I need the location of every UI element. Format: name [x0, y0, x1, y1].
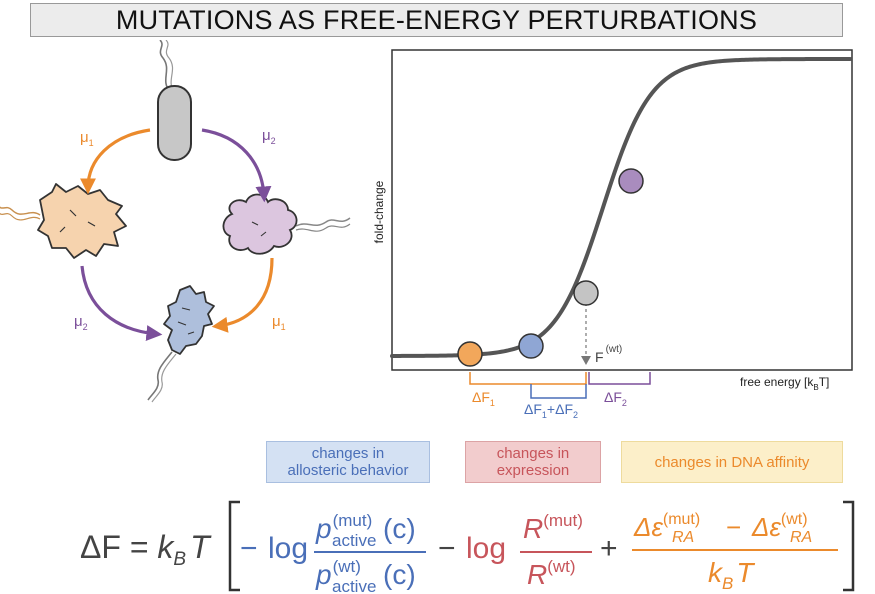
mu2-arrow-bottom — [80, 265, 163, 342]
fold-change-chart: F (wt) fold-change free energy [kBT] ΔF1 … — [372, 49, 853, 420]
wt-arrow-icon — [581, 356, 591, 365]
right-bracket — [843, 500, 855, 592]
tag-expression: changes in expression — [465, 441, 601, 483]
eq-den2: R(wt) — [527, 557, 576, 590]
eq-num3-minus: − — [726, 512, 741, 542]
eq-den3: kB T — [708, 557, 755, 593]
df12-bracket — [530, 384, 587, 399]
eq-num3-b: Δε(wt) — [751, 511, 808, 542]
free-energy-equation: ΔF = kB T − log p(mut) active (c) p(wt) a… — [80, 500, 855, 594]
eq-num3-b-sub: RA — [790, 529, 812, 546]
point-purple — [618, 168, 644, 194]
point-wildtype — [573, 280, 599, 306]
eq-num1-sub: active — [332, 531, 376, 550]
mu2-label-top: μ2 — [262, 127, 276, 146]
point-blue — [518, 333, 544, 359]
eq-num1: p(mut) — [315, 511, 372, 544]
eq-num2: R(mut) — [523, 511, 583, 544]
mutation-diagram: μ1 μ2 μ2 μ1 — [0, 40, 351, 403]
left-bracket — [228, 500, 240, 592]
sigmoid-curve — [390, 57, 852, 358]
x-axis-label: free energy [kBT] — [740, 375, 829, 392]
eq-plus: + — [600, 532, 618, 565]
eq-log1: log — [268, 532, 308, 565]
tag-dna-line1: changes in DNA affinity — [654, 453, 810, 471]
df12-label: ΔF1+ΔF2 — [524, 401, 578, 420]
eq-den1-sub: active — [332, 577, 376, 594]
plot-frame — [391, 49, 853, 371]
page-title: MUTATIONS AS FREE-ENERGY PERTURBATIONS — [30, 3, 843, 37]
df1-label: ΔF1 — [472, 389, 495, 408]
y-axis-label: fold-change — [372, 180, 386, 243]
mu1-arrow-bottom — [211, 257, 274, 333]
tag-expression-line2: expression — [496, 462, 570, 479]
tag-allosteric: changes in allosteric behavior — [266, 441, 430, 483]
eq-num3-sub: RA — [672, 529, 694, 546]
eq-num1-c: (c) — [383, 513, 416, 544]
blue-mutant-cell-icon — [147, 285, 215, 403]
eq-num3: Δε(mut) — [633, 511, 700, 542]
tag-allosteric-line1: changes in — [311, 445, 385, 462]
orange-mutant-cell-icon — [0, 183, 127, 259]
tag-dna-affinity: changes in DNA affinity — [621, 441, 843, 483]
tag-expression-line1: changes in — [496, 445, 570, 462]
eq-log2: log — [466, 532, 506, 565]
df1-bracket — [469, 372, 587, 385]
mu1-arrow-top — [80, 128, 151, 195]
eq-den1: p(wt) — [315, 557, 361, 590]
purple-mutant-cell-icon — [222, 193, 351, 255]
mu1-label-bottom: μ1 — [272, 313, 286, 332]
wildtype-cell-icon — [157, 40, 192, 161]
eq-lhs: ΔF = kB T — [80, 529, 212, 570]
point-orange — [457, 341, 483, 367]
df2-bracket — [588, 372, 651, 385]
eq-minus2: − — [438, 532, 456, 565]
eq-den1-c: (c) — [383, 559, 416, 590]
df2-label: ΔF2 — [604, 389, 627, 408]
mu1-label-top: μ1 — [80, 129, 94, 148]
mu2-arrow-top — [201, 128, 272, 203]
mu2-label-bottom: μ2 — [74, 313, 88, 332]
wt-label: F (wt) — [595, 344, 622, 365]
eq-minus1: − — [240, 532, 258, 565]
tag-allosteric-line2: allosteric behavior — [287, 462, 409, 479]
